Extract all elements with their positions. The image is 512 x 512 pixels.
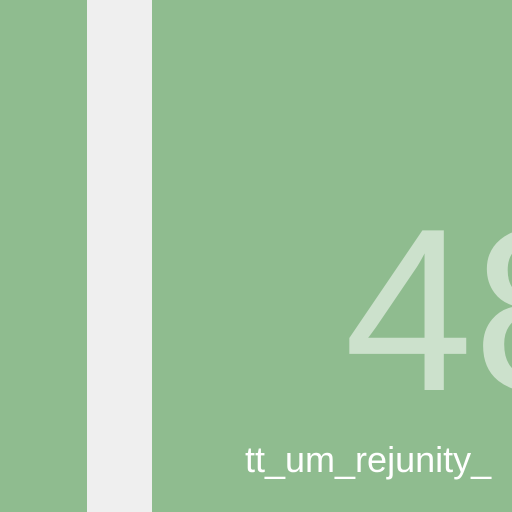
tile-number: 48 [344,181,512,440]
vertical-divider-stripe [87,0,152,512]
tile-caption: tt_um_rejunity_ [245,439,492,480]
